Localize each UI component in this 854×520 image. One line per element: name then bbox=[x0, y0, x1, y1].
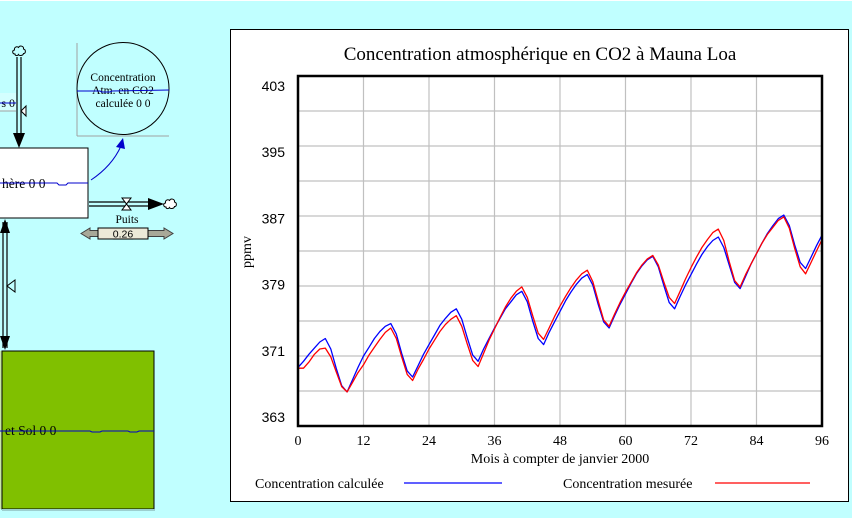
y-tick-label: 379 bbox=[262, 277, 286, 293]
inflow-source-cloud-icon bbox=[12, 45, 26, 57]
auxiliary-circle bbox=[76, 42, 170, 135]
y-tick-label: 363 bbox=[262, 409, 286, 425]
outflow-pipe[interactable] bbox=[89, 201, 149, 207]
series-line-mesuree bbox=[298, 216, 823, 393]
x-tick-label: 60 bbox=[619, 434, 633, 449]
auxiliary-label-line1: Concentration bbox=[90, 72, 155, 84]
x-tick-label: 24 bbox=[422, 434, 436, 449]
puits-slider[interactable]: 0.26 bbox=[80, 227, 174, 241]
stock-atmosphere[interactable]: hère 0 0 bbox=[0, 147, 89, 219]
inflow-pipe[interactable] bbox=[16, 57, 22, 134]
chart-title: Concentration atmosphérique en CO2 à Mau… bbox=[344, 44, 737, 65]
link-arrowhead-icon bbox=[116, 138, 125, 149]
stock-vegetation-soil[interactable]: et Sol 0 0 bbox=[0, 350, 155, 511]
outflow-valve-icon[interactable] bbox=[121, 197, 132, 211]
causal-link-arrow[interactable] bbox=[90, 138, 125, 181]
x-tick-label: 0 bbox=[295, 434, 302, 449]
auxiliary-label-line3: calculée 0 0 bbox=[96, 98, 151, 110]
gridlines bbox=[298, 76, 822, 426]
x-tick-label: 72 bbox=[684, 434, 698, 449]
inflow-valve-icon[interactable] bbox=[20, 104, 27, 118]
x-tick-label: 84 bbox=[750, 434, 764, 449]
chart-panel: Concentration atmosphérique en CO2 à Mau… bbox=[230, 29, 849, 502]
legend: Concentration calculée Concentration mes… bbox=[255, 477, 810, 492]
y-tick-label: 371 bbox=[262, 343, 286, 359]
plot-frame bbox=[296, 74, 824, 428]
tick-labels: 403 395 387 379 371 363 0 12 24 36 48 60 72 84 96 bbox=[262, 78, 829, 449]
stock-flow-diagram: s 0 Concentration Atm. en CO2 calculée 0… bbox=[0, 42, 177, 511]
auxiliary-sparkline bbox=[77, 89, 170, 93]
stock-soil-sparkline bbox=[0, 430, 154, 433]
stock-atmosphere-sparkline bbox=[0, 182, 88, 186]
series-line-calculee bbox=[297, 214, 823, 393]
y-tick-label: 387 bbox=[262, 210, 286, 226]
y-axis-title: ppmv bbox=[240, 236, 255, 268]
x-axis-title: Mois à compter de janvier 2000 bbox=[471, 452, 649, 467]
auxiliary-concentration-calculee[interactable]: Concentration Atm. en CO2 calculée 0 0 bbox=[76, 42, 170, 137]
x-tick-label: 12 bbox=[357, 434, 371, 449]
chart: Concentration atmosphérique en CO2 à Mau… bbox=[240, 44, 829, 492]
exchange-flow-pipe[interactable] bbox=[2, 222, 8, 348]
x-tick-label: 36 bbox=[488, 434, 502, 449]
inflow-arrowhead-icon bbox=[13, 133, 25, 148]
outflow-sink-cloud-icon bbox=[163, 198, 177, 210]
x-tick-label: 48 bbox=[553, 434, 567, 449]
y-tick-label: 403 bbox=[262, 78, 286, 94]
exchange-arrowhead-down-icon bbox=[0, 336, 10, 350]
outflow-arrowhead-icon bbox=[148, 198, 164, 210]
y-tick-label: 395 bbox=[262, 144, 286, 160]
legend-label-calculee: Concentration calculée bbox=[255, 477, 384, 492]
exchange-arrowhead-up-icon bbox=[0, 219, 10, 233]
series-layer bbox=[297, 214, 823, 393]
inflow-variable[interactable]: s 0 bbox=[0, 93, 16, 112]
slider-value-box[interactable] bbox=[97, 227, 149, 240]
slider-value: 0.26 bbox=[113, 229, 134, 241]
outflow-label: Puits bbox=[115, 214, 139, 226]
exchange-valve-icon[interactable] bbox=[6, 279, 16, 293]
x-tick-label: 96 bbox=[815, 434, 829, 449]
legend-label-mesuree: Concentration mesurée bbox=[563, 477, 692, 492]
